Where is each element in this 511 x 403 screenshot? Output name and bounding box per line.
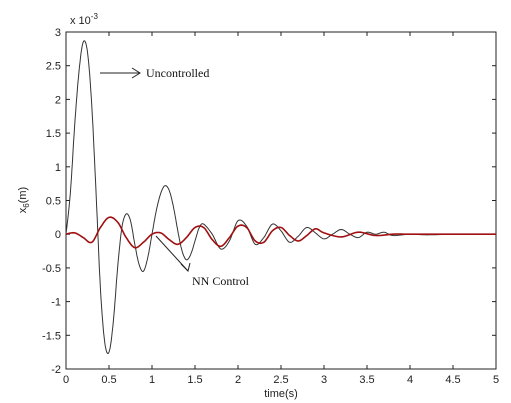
y-tick-label: 0 xyxy=(55,229,61,241)
y-axis-label-subscript: 6 xyxy=(22,203,31,208)
x-axis: 0 0.5 1 1.5 2 2.5 3 3.5 4 4.5 5 xyxy=(63,32,499,386)
x-axis-label: time(s) xyxy=(264,388,298,400)
y-axis-label-unit: (m) xyxy=(17,187,29,204)
x-tick-label: 5 xyxy=(493,374,499,386)
y-tick-label: -0.5 xyxy=(42,263,61,275)
svg-text:x6(m): x6(m) xyxy=(17,187,31,213)
y-tick-label: 3 xyxy=(55,27,61,39)
y-axis: 3 2.5 2 1.5 1 0.5 0 -0.5 -1 -1.5 -2 xyxy=(42,27,496,376)
y-tick-label: -1 xyxy=(51,297,61,309)
y-tick-label: 1.5 xyxy=(46,128,61,140)
plot-area xyxy=(65,31,497,370)
x-tick-label: 0 xyxy=(63,374,69,386)
x-tick-label: 1.5 xyxy=(187,374,202,386)
x-tick-label: 4.5 xyxy=(445,374,460,386)
annotation-nn-control-label: NN Control xyxy=(192,274,250,288)
x-tick-label: 0.5 xyxy=(101,374,116,386)
y-axis-label: x xyxy=(17,207,29,213)
x-tick-label: 3.5 xyxy=(359,374,374,386)
y-tick-label: -1.5 xyxy=(42,330,61,342)
y-axis-label-group: x6(m) xyxy=(17,187,31,213)
annotation-nn-control: NN Control xyxy=(155,235,250,288)
annotation-uncontrolled-label: Uncontrolled xyxy=(146,66,209,80)
x-tick-label: 1 xyxy=(149,374,155,386)
x-tick-label: 4 xyxy=(407,374,413,386)
x-tick-label: 2.5 xyxy=(273,374,288,386)
y-tick-label: 2.5 xyxy=(46,61,61,73)
y-scale-exponent: -3 xyxy=(91,12,99,21)
y-tick-label: 0.5 xyxy=(46,196,61,208)
series-line-nn-control xyxy=(65,216,496,249)
y-tick-label: 1 xyxy=(55,162,61,174)
y-tick-label: 2 xyxy=(55,94,61,106)
x-tick-label: 2 xyxy=(235,374,241,386)
x-tick-label: 3 xyxy=(321,374,327,386)
annotation-uncontrolled: Uncontrolled xyxy=(100,66,209,80)
y-scale-factor: x 10-3 xyxy=(70,12,98,27)
series-line-uncontrolled xyxy=(65,40,496,355)
y-tick-label: -2 xyxy=(51,364,61,376)
